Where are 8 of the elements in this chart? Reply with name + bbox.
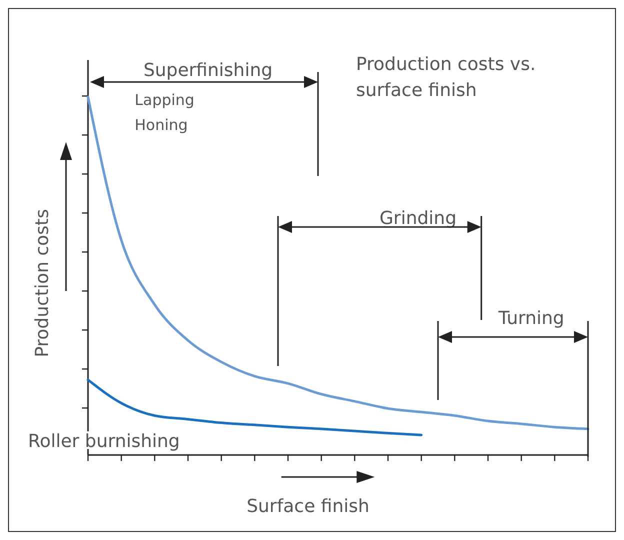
- annotation: Grinding: [379, 208, 457, 229]
- text: Superfinishing: [143, 60, 273, 81]
- x-axis-title: Surface finish: [246, 496, 370, 517]
- annotation: Turning: [497, 308, 564, 329]
- annotation: Honing: [134, 116, 188, 134]
- y-axis-title: Production costs: [32, 209, 53, 358]
- chart-title: Production costs vs. surface finish: [356, 54, 536, 101]
- annotation: Lapping: [134, 91, 194, 109]
